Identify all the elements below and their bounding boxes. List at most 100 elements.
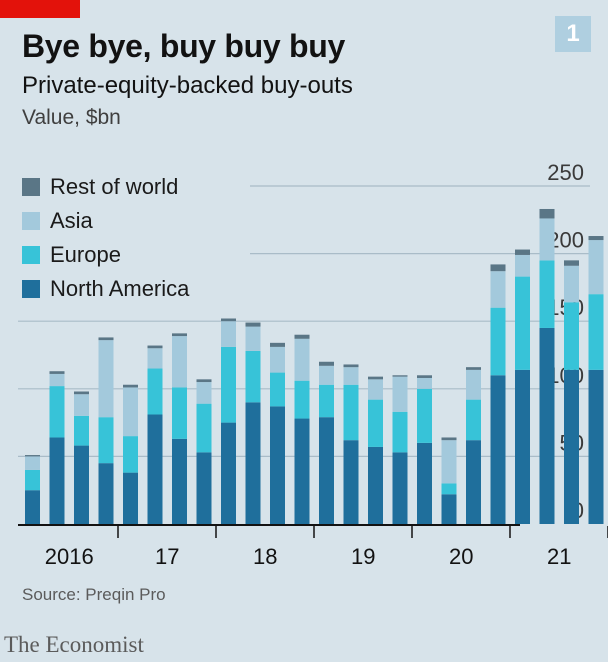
bar-segment bbox=[466, 440, 481, 524]
bar-segment bbox=[245, 326, 261, 351]
bar-segment bbox=[319, 384, 334, 418]
bar-segment bbox=[172, 387, 187, 439]
bar-segment bbox=[441, 440, 457, 484]
legend-swatch-north-america bbox=[22, 280, 40, 298]
bar-segment bbox=[490, 264, 506, 272]
bar-segment bbox=[123, 387, 138, 437]
bar-segment bbox=[49, 371, 65, 374]
legend-swatch-rest-of-world bbox=[22, 178, 40, 196]
bar-segment bbox=[270, 346, 285, 373]
bar-segment bbox=[588, 240, 604, 295]
legend-label-north-america: North America bbox=[50, 276, 190, 301]
y-tick-label: 250 bbox=[547, 160, 584, 185]
bar-segment bbox=[74, 391, 89, 395]
bar-segment bbox=[74, 445, 89, 524]
bar-segment bbox=[123, 472, 138, 524]
bar-segment bbox=[319, 417, 334, 524]
bar-segment bbox=[74, 394, 89, 416]
bar-segment bbox=[466, 367, 481, 370]
bar-segment bbox=[221, 318, 236, 322]
bar-segment bbox=[147, 345, 163, 349]
bar-segment bbox=[417, 442, 432, 524]
bar-segment bbox=[588, 236, 604, 241]
bar-segment bbox=[49, 373, 65, 387]
bar-segment bbox=[25, 455, 40, 457]
bar-segment bbox=[196, 382, 212, 404]
bar-segment bbox=[564, 265, 579, 303]
bar-segment bbox=[515, 369, 530, 524]
bar-segment bbox=[392, 375, 408, 377]
bar-segment bbox=[441, 494, 457, 524]
bar-segment bbox=[368, 399, 383, 447]
bar-segment bbox=[147, 414, 163, 524]
legend-item-north-america: North America bbox=[22, 272, 189, 306]
bar-segment bbox=[98, 417, 114, 464]
bar-segment bbox=[417, 375, 432, 378]
bar-segment bbox=[172, 438, 187, 524]
bar-segment bbox=[392, 452, 408, 524]
bar-segment bbox=[245, 402, 261, 524]
bar-segment bbox=[98, 337, 114, 341]
chart-unit-label: Value, $bn bbox=[22, 106, 121, 129]
bar-segment bbox=[319, 365, 334, 385]
bar-segment bbox=[417, 388, 432, 443]
x-tick-label: 18 bbox=[253, 544, 277, 569]
legend-label-europe: Europe bbox=[50, 242, 121, 267]
bar-segment bbox=[515, 276, 530, 370]
bar-segment bbox=[539, 327, 555, 524]
source-note: Source: Preqin Pro bbox=[22, 585, 166, 604]
bar-segment bbox=[343, 440, 359, 524]
bar-segment bbox=[319, 361, 334, 366]
bar-segment bbox=[539, 260, 555, 328]
legend-item-rest-of-world: Rest of world bbox=[22, 170, 189, 204]
bar-segment bbox=[466, 399, 481, 441]
bar-segment bbox=[368, 379, 383, 400]
bar-segment bbox=[417, 377, 432, 389]
bar-segment bbox=[294, 380, 310, 419]
bar-segment bbox=[392, 411, 408, 453]
legend-swatch-asia bbox=[22, 212, 40, 230]
bar-segment bbox=[25, 469, 40, 491]
bar-segment bbox=[270, 406, 285, 524]
bar-segment bbox=[490, 375, 506, 524]
chart-legend: Rest of world Asia Europe North America bbox=[22, 170, 189, 306]
legend-item-europe: Europe bbox=[22, 238, 189, 272]
bar-segment bbox=[539, 218, 555, 261]
bar-segment bbox=[49, 437, 65, 524]
bar-segment bbox=[98, 463, 114, 524]
bar-segment bbox=[564, 369, 579, 524]
bar-segment bbox=[25, 490, 40, 524]
bar-segment bbox=[147, 348, 163, 369]
bar-segment bbox=[441, 483, 457, 495]
bar-segment bbox=[172, 333, 187, 337]
bar-segment bbox=[123, 436, 138, 473]
bar-segment bbox=[466, 369, 481, 400]
bar-segment bbox=[294, 334, 310, 339]
bar-segment bbox=[98, 340, 114, 418]
x-tick-label: 20 bbox=[449, 544, 473, 569]
legend-label-rest-of-world: Rest of world bbox=[50, 174, 179, 199]
bar-segment bbox=[196, 403, 212, 453]
bar-segment bbox=[221, 321, 236, 347]
legend-swatch-europe bbox=[22, 246, 40, 264]
chart-subtitle: Private-equity-backed buy-outs bbox=[22, 72, 353, 99]
bar-segment bbox=[270, 372, 285, 407]
bar-segment bbox=[490, 271, 506, 308]
bar-segment bbox=[74, 415, 89, 446]
legend-label-asia: Asia bbox=[50, 208, 93, 233]
bar-segment bbox=[221, 346, 236, 423]
legend-item-asia: Asia bbox=[22, 204, 189, 238]
bar-segment bbox=[490, 307, 506, 376]
bar-segment bbox=[221, 422, 236, 524]
bar-segment bbox=[441, 437, 457, 441]
bar-segment bbox=[539, 208, 555, 219]
bar-segment bbox=[588, 294, 604, 370]
chart-title: Bye bye, buy buy buy bbox=[22, 28, 345, 64]
bar-segment bbox=[172, 336, 187, 388]
bar-segment bbox=[270, 342, 285, 347]
bar-segment bbox=[49, 386, 65, 438]
bar-segment bbox=[392, 376, 408, 412]
x-tick-label: 17 bbox=[155, 544, 179, 569]
x-tick-label: 21 bbox=[547, 544, 571, 569]
